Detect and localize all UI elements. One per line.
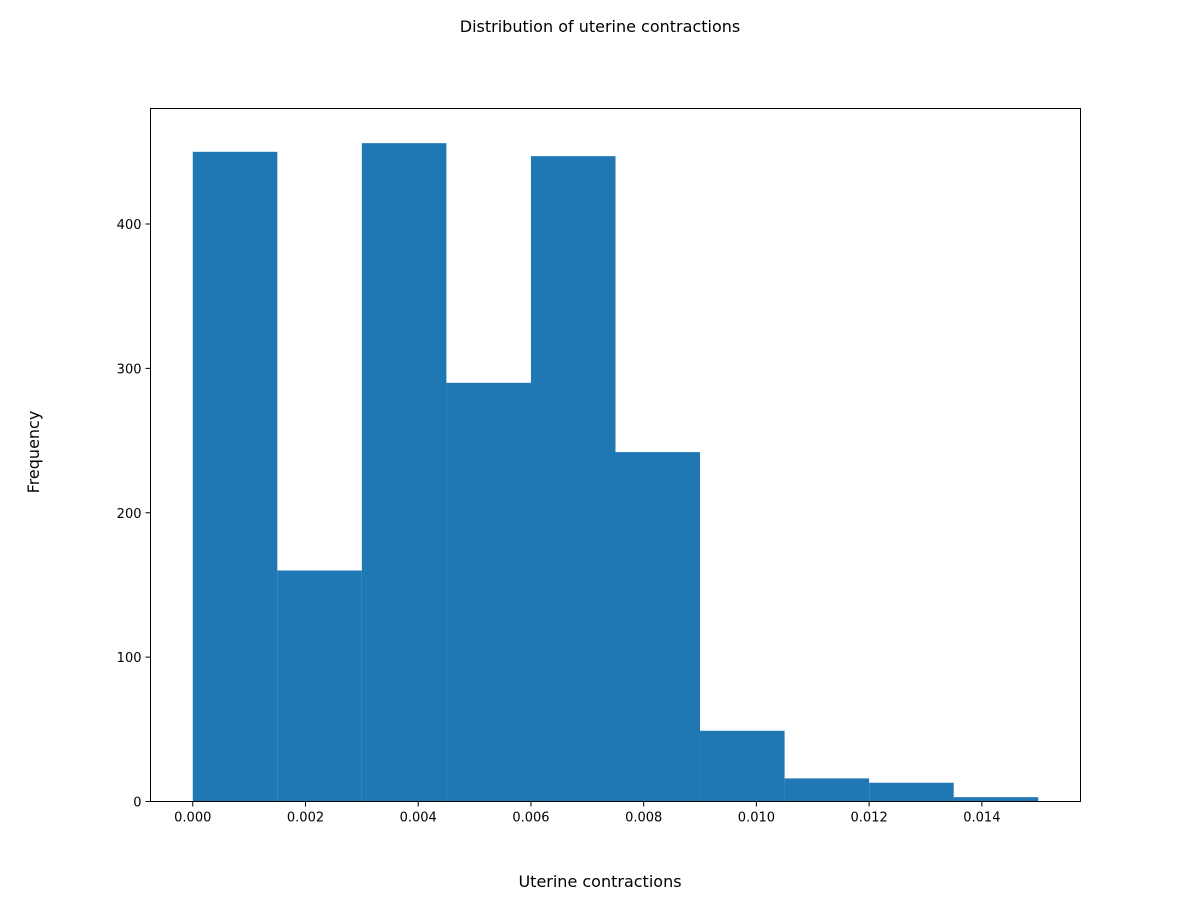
x-tick-label: 0.002	[287, 811, 324, 826]
x-tick-label: 0.006	[512, 811, 549, 826]
histogram-bar	[446, 382, 531, 802]
y-tick-label: 300	[117, 362, 142, 377]
x-axis-label: Uterine contractions	[518, 872, 681, 891]
histogram-bar	[784, 778, 870, 802]
histogram-bar	[869, 782, 954, 802]
bars-group	[192, 143, 1039, 802]
histogram-bar	[277, 570, 362, 802]
y-axis-label: Frequency	[24, 411, 43, 494]
histogram-bar	[530, 156, 616, 802]
histogram-bar	[192, 151, 278, 802]
x-tick-label: 0.008	[625, 811, 662, 826]
plot-area-frame	[150, 108, 1081, 802]
histogram-bar	[615, 452, 701, 802]
chart-title: Distribution of uterine contractions	[460, 17, 740, 36]
x-tick-label: 0.012	[851, 811, 888, 826]
y-axis-ticks: 0 100 200 300 400	[117, 218, 151, 811]
x-tick-label: 0.010	[738, 811, 775, 826]
x-tick-label: 0.004	[400, 811, 437, 826]
y-tick-label: 200	[117, 507, 142, 522]
x-tick-label: 0.014	[963, 811, 1000, 826]
y-tick-label: 400	[117, 218, 142, 233]
histogram-bar	[953, 797, 1039, 802]
y-tick-label: 0	[133, 796, 141, 811]
histogram-bar	[361, 143, 447, 802]
histogram-bar	[700, 730, 785, 802]
y-tick-label: 100	[117, 651, 142, 666]
x-axis-ticks: 0.000 0.002 0.004 0.006 0.008 0.010 0.012 0.014	[174, 801, 1000, 826]
x-tick-label: 0.000	[174, 811, 211, 826]
